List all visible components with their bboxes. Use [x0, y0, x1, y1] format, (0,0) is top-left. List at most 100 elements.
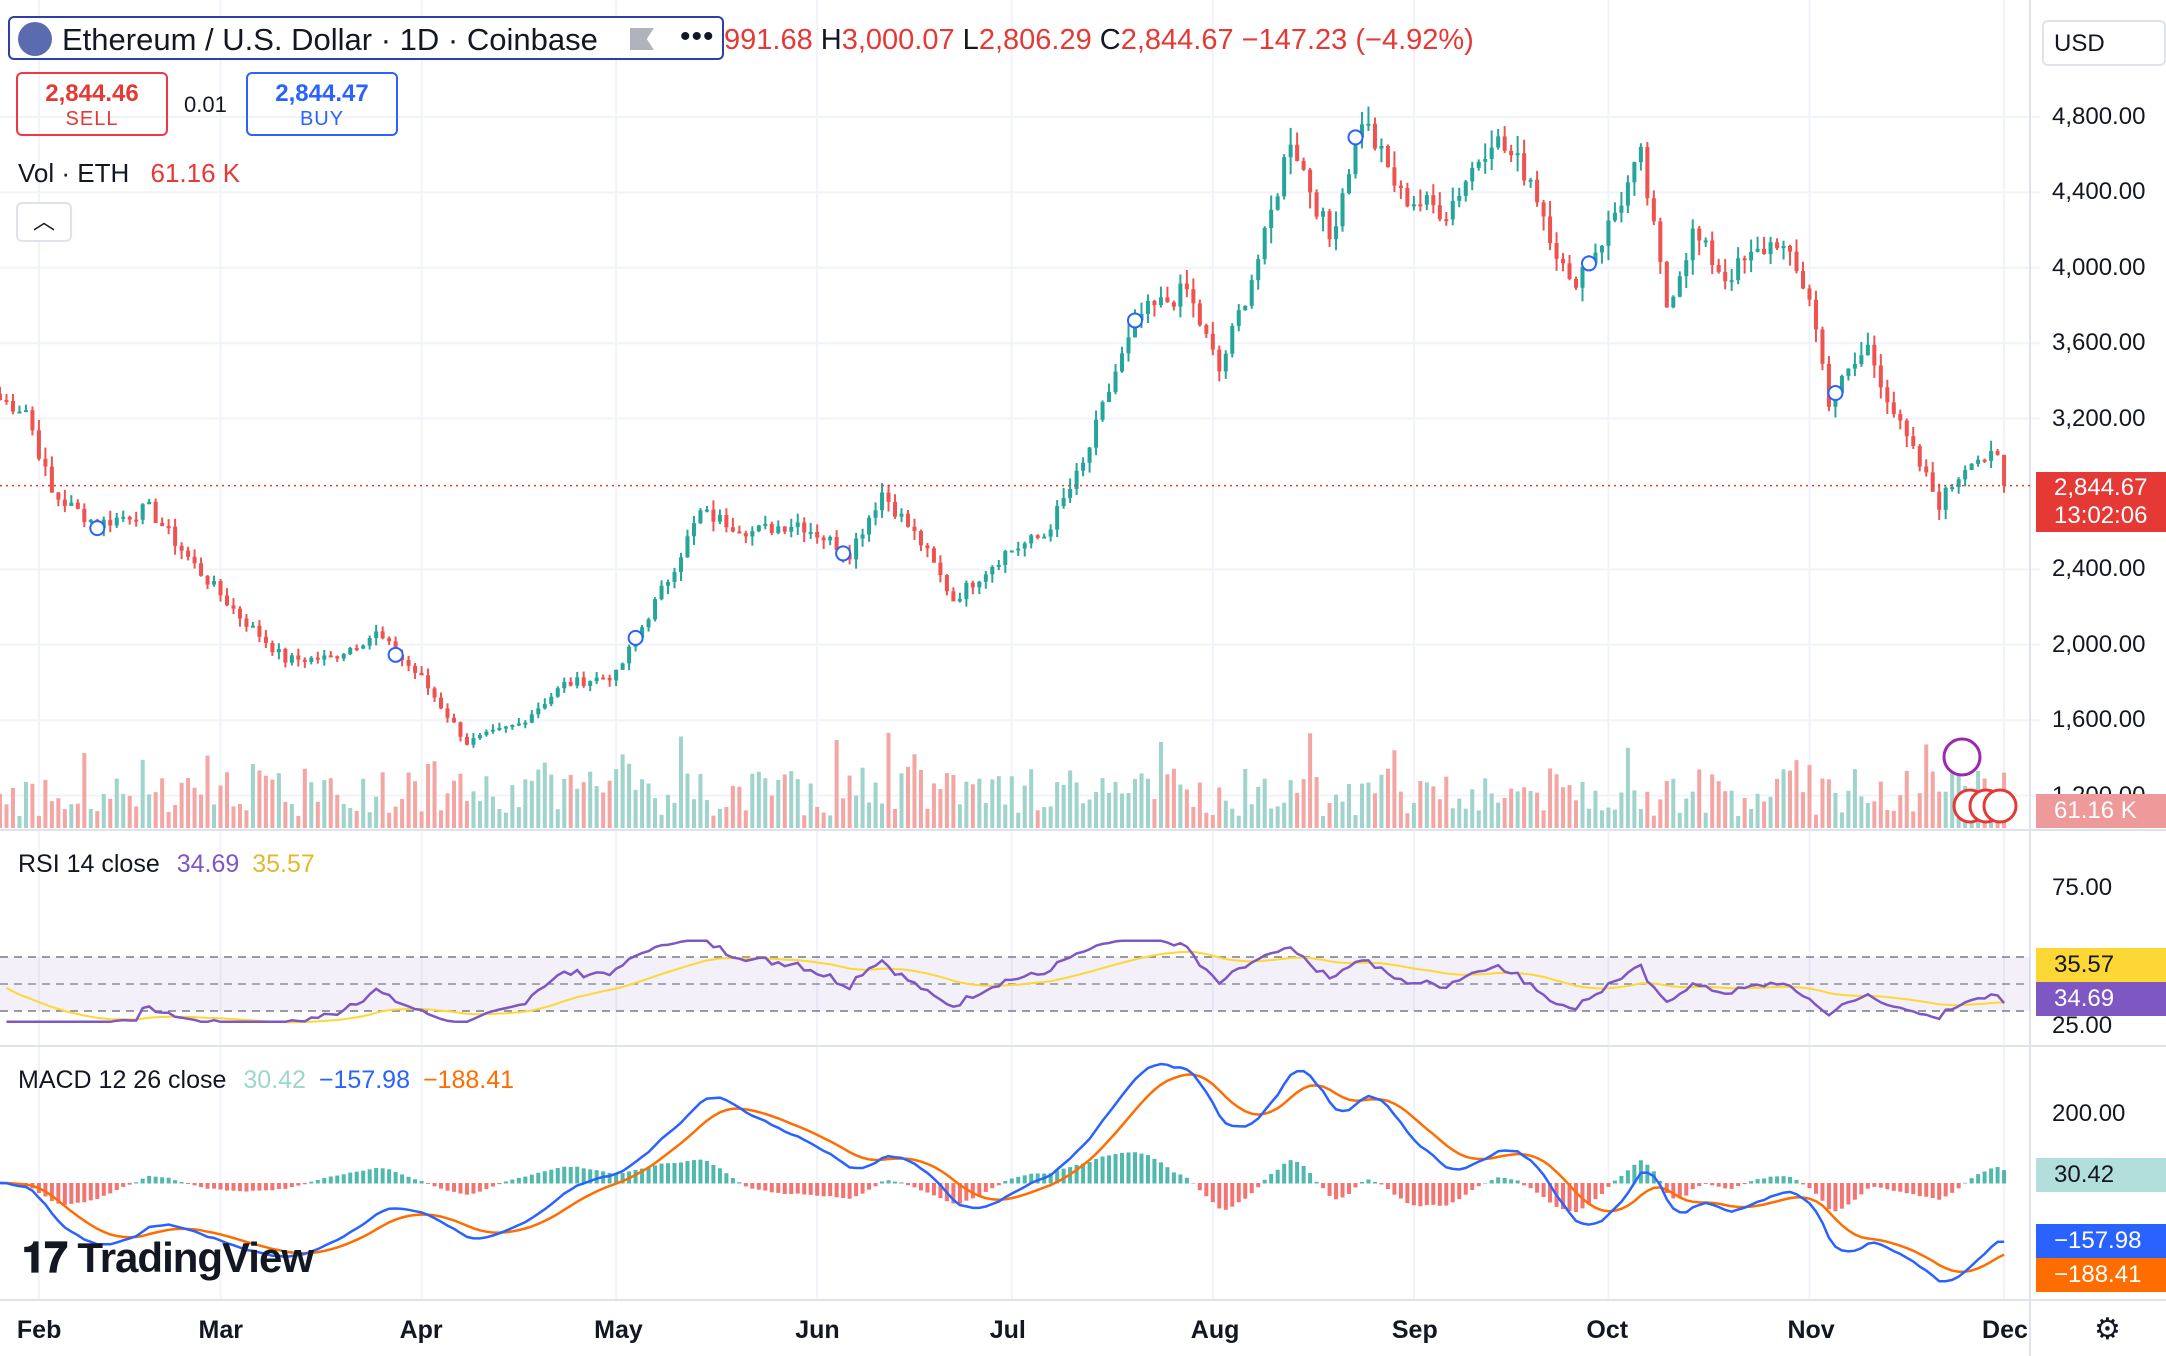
low-value: 2,806.29 — [978, 24, 1092, 56]
macd-histogram-bar — [821, 1183, 826, 1197]
candle-body — [562, 681, 567, 689]
macd-histogram-bar — [912, 1183, 917, 1188]
currency-selector[interactable]: USD — [2042, 20, 2166, 66]
volume-bar — [970, 784, 975, 828]
macd-histogram-bar — [393, 1171, 398, 1184]
volume-bar — [1081, 803, 1086, 828]
candle-body — [348, 648, 353, 655]
macd-histogram-bar — [458, 1183, 463, 1194]
candle-body — [1236, 310, 1241, 326]
candle-body — [724, 514, 729, 528]
macd-histogram-bar — [776, 1183, 781, 1193]
volume-bar — [374, 796, 379, 828]
volume-bar — [841, 798, 846, 828]
macd-histogram-bar — [406, 1176, 411, 1184]
symbol-title[interactable]: Ethereum / U.S. Dollar · 1D · Coinbase — [62, 22, 598, 57]
volume-bar — [983, 802, 988, 828]
volume-bar — [1567, 785, 1572, 828]
volume-bar — [1366, 782, 1371, 828]
sell-button[interactable]: 2,844.46 SELL — [16, 72, 168, 136]
macd-histogram-bar — [1120, 1152, 1125, 1184]
price-axis-label: 3,600.00 — [2052, 329, 2146, 357]
volume-bar — [931, 783, 936, 828]
candle-body — [1729, 280, 1734, 283]
macd-histogram-bar — [1573, 1183, 1579, 1213]
rsi-axis-lower: 25.00 — [2052, 1012, 2113, 1039]
candle-body — [30, 410, 35, 431]
buy-price: 2,844.47 — [275, 80, 369, 107]
volume-bar — [1898, 795, 1903, 828]
volume-bar — [1321, 815, 1326, 828]
candle-body — [62, 499, 67, 506]
volume-bar — [1171, 768, 1176, 828]
candle-body — [503, 726, 508, 729]
candle-body — [1334, 226, 1339, 240]
volume-bar — [17, 815, 22, 828]
macd-histogram-bar — [1204, 1183, 1209, 1197]
volume-bar — [795, 779, 800, 828]
candle-body — [536, 708, 541, 715]
macd-histogram-bar — [711, 1165, 716, 1184]
candle-body — [147, 501, 152, 505]
buy-button[interactable]: 2,844.47 BUY — [246, 72, 398, 136]
volume-bar — [1813, 814, 1818, 828]
macd-histogram-bar — [1029, 1173, 1034, 1184]
candle-body — [1671, 296, 1676, 308]
candle-body — [413, 665, 418, 673]
volume-bar — [925, 808, 930, 828]
candle-body — [529, 714, 534, 723]
macd-histogram-bar — [516, 1177, 521, 1184]
volume-bar — [1295, 792, 1300, 828]
candle-body — [218, 581, 223, 596]
macd-histogram-bar — [769, 1183, 774, 1193]
candle-body — [834, 536, 839, 551]
candle-body — [640, 627, 645, 638]
volume-bar — [1904, 770, 1909, 828]
macd-histogram-bar — [1775, 1176, 1780, 1184]
candle-body — [490, 729, 495, 732]
candle-body — [996, 564, 1001, 567]
volume-bar — [769, 795, 774, 828]
macd-histogram-bar — [646, 1167, 651, 1184]
candle-body — [1619, 205, 1624, 213]
macd-hist-value: 30.42 — [243, 1066, 306, 1094]
macd-histogram-bar — [691, 1160, 696, 1184]
candle-body — [659, 585, 664, 600]
volume-bar — [1619, 792, 1624, 828]
candle-body — [575, 677, 580, 686]
candle-body — [1366, 123, 1371, 126]
volume-bar — [1152, 799, 1157, 828]
candle-body — [880, 492, 885, 511]
flag-icon[interactable] — [630, 28, 654, 50]
candle-body — [458, 722, 463, 737]
macd-histogram-bar — [789, 1183, 794, 1195]
volume-bar — [179, 782, 184, 828]
volume-bar — [1839, 812, 1844, 828]
volume-bar — [1632, 790, 1637, 828]
rsi-value: 34.69 — [176, 850, 240, 878]
macd-histogram-bar — [977, 1183, 982, 1196]
candle-body — [1872, 344, 1877, 366]
candle-body — [315, 657, 320, 660]
symbol-header[interactable]: Ethereum / U.S. Dollar · 1D · Coinbase •… — [8, 16, 724, 60]
macd-histogram-bar — [899, 1182, 904, 1184]
collapse-legend-button[interactable]: ︿ — [16, 202, 72, 242]
ellipsis-icon[interactable]: ••• — [680, 20, 715, 53]
volume-bar — [711, 815, 716, 828]
volume-bar — [1677, 812, 1682, 828]
candle-body — [1087, 447, 1092, 463]
macd-histogram-bar — [1515, 1180, 1520, 1184]
month-label: Apr — [399, 1316, 443, 1344]
candle-body — [646, 619, 651, 628]
macd-histogram-bar — [1502, 1177, 1507, 1184]
rsi-legend: RSI 14 close 34.69 35.57 — [18, 850, 315, 879]
gear-icon[interactable]: ⚙ — [2094, 1313, 2121, 1346]
candle-body — [322, 655, 327, 660]
macd-histogram-bar — [1398, 1183, 1403, 1199]
volume-bar — [1690, 791, 1695, 828]
volume-bar — [1924, 744, 1929, 828]
candle-body — [1340, 193, 1345, 227]
macd-histogram-bar — [1729, 1183, 1734, 1189]
